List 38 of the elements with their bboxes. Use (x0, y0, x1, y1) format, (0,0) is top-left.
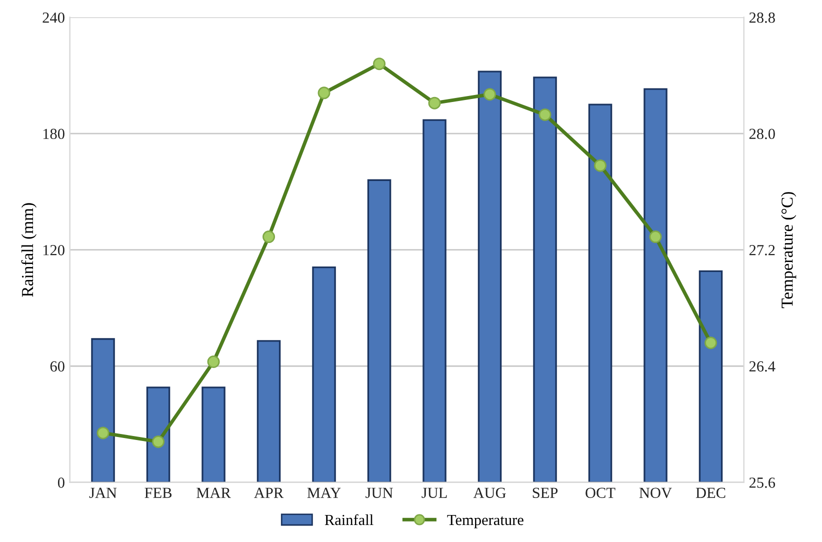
y2-tick-label: 26.4 (749, 361, 776, 372)
y-tick-label: 60 (50, 361, 64, 372)
bar (146, 386, 170, 482)
legend-label: Rainfall (324, 514, 374, 526)
y-tick-label: 0 (58, 478, 64, 488)
bar (202, 386, 226, 482)
x-tick-label: MAY (307, 488, 341, 498)
bar (91, 338, 115, 482)
y-tick-label: 240 (42, 12, 64, 23)
x-tick-label: OCT (586, 488, 616, 498)
bar (256, 340, 281, 482)
bar (367, 179, 392, 482)
x-tick-label: FEB (144, 488, 172, 498)
y2-tick-label: 27.2 (749, 245, 775, 256)
bar (533, 76, 557, 482)
bar (422, 119, 446, 482)
y2-axis-title: Temperature (°C) (781, 192, 796, 308)
bar (312, 266, 336, 482)
y-axis-title: Rainfall (mm) (21, 203, 37, 297)
x-tick-label: NOV (639, 488, 672, 498)
bar (698, 270, 723, 482)
bar (588, 104, 612, 482)
x-tick-label: MAR (196, 488, 231, 498)
x-tick-label: JUN (366, 488, 393, 498)
x-tick-label: DEC (696, 488, 726, 498)
legend-label: Temperature (447, 514, 524, 528)
y2-tick-label: 28.8 (749, 12, 775, 23)
bar (644, 88, 668, 482)
y-tick-label: 180 (43, 128, 64, 140)
bar (478, 70, 502, 482)
x-tick-label: JAN (89, 488, 117, 498)
x-tick-label: APR (254, 488, 284, 498)
x-tick-label: AUG (473, 488, 506, 498)
x-tick-label: JUL (422, 488, 447, 498)
y-tick-label: 120 (43, 245, 64, 256)
y2-tick-label: 25.6 (749, 478, 776, 488)
x-tick-label: SEP (532, 488, 558, 498)
y2-tick-label: 28.0 (749, 128, 775, 140)
